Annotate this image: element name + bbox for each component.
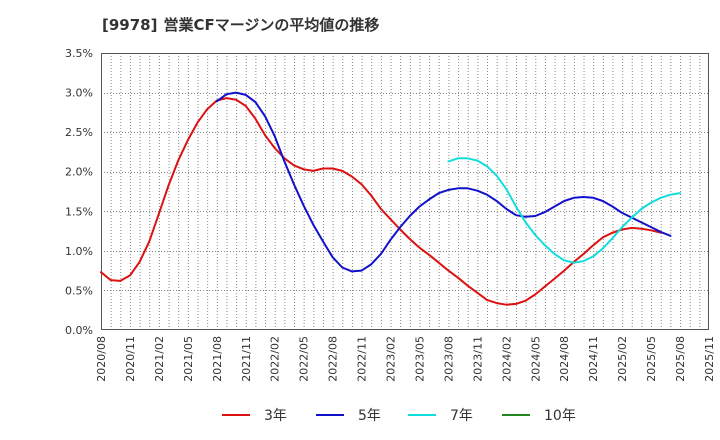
- y-tick-label: 3.5%: [65, 47, 93, 60]
- chart-title-text: 営業CFマージンの平均値の推移: [163, 16, 380, 34]
- legend-swatch: [502, 414, 530, 416]
- x-tick-label: 2021/08: [211, 336, 224, 382]
- legend-label: 3年: [264, 408, 287, 424]
- chart-title: [9978] 営業CFマージンの平均値の推移: [102, 14, 385, 35]
- legend-item: 3年: [222, 403, 287, 427]
- x-tick-label: 2022/02: [269, 336, 282, 382]
- plot-frame: [101, 53, 709, 330]
- x-tick-label: 2025/02: [616, 336, 629, 382]
- x-tick-label: 2022/08: [327, 336, 340, 382]
- y-tick-label: 2.0%: [65, 166, 93, 179]
- y-tick-label: 0.5%: [65, 284, 93, 297]
- x-tick-label: 2020/08: [95, 336, 108, 382]
- legend-label: 7年: [450, 408, 473, 424]
- series-line-7年: [447, 157, 681, 264]
- legend-label: 5年: [358, 408, 381, 424]
- x-tick-label: 2022/05: [298, 336, 311, 382]
- x-tick-label: 2025/08: [674, 336, 687, 382]
- x-tick-label: 2021/05: [182, 336, 195, 382]
- legend-swatch: [222, 414, 250, 416]
- x-tick-label: 2021/02: [153, 336, 166, 382]
- x-tick-label: 2024/08: [558, 336, 571, 382]
- legend-item: 10年: [502, 403, 576, 427]
- x-tick-label: 2023/02: [385, 336, 398, 382]
- legend-swatch: [316, 414, 344, 416]
- y-tick-label: 2.5%: [65, 126, 93, 139]
- y-tick-label: 3.0%: [65, 87, 93, 100]
- series-line-3年: [100, 97, 662, 306]
- legend-label: 10年: [544, 408, 576, 424]
- y-tick-label: 1.0%: [65, 245, 93, 258]
- y-tick-label: 0.0%: [65, 324, 93, 337]
- x-tick-label: 2024/05: [529, 336, 542, 382]
- legend-swatch: [408, 414, 436, 416]
- x-tick-label: 2024/11: [587, 336, 600, 382]
- x-tick-label: 2025/11: [703, 336, 716, 382]
- x-tick-label: 2023/08: [442, 336, 455, 382]
- x-tick-label: 2025/05: [645, 336, 658, 382]
- chart-title-code: [9978]: [102, 16, 158, 34]
- series-line-5年: [215, 91, 672, 273]
- x-tick-label: 2020/11: [124, 336, 137, 382]
- x-tick-label: 2023/11: [471, 336, 484, 382]
- x-tick-label: 2021/11: [240, 336, 253, 382]
- legend-item: 5年: [316, 403, 381, 427]
- x-tick-label: 2023/05: [413, 336, 426, 382]
- legend-item: 7年: [408, 403, 473, 427]
- x-tick-label: 2024/02: [500, 336, 513, 382]
- chart-legend: 3年 5年 7年 10年: [0, 403, 720, 427]
- plot-area: [101, 53, 709, 330]
- x-tick-label: 2022/11: [356, 336, 369, 382]
- y-tick-label: 1.5%: [65, 205, 93, 218]
